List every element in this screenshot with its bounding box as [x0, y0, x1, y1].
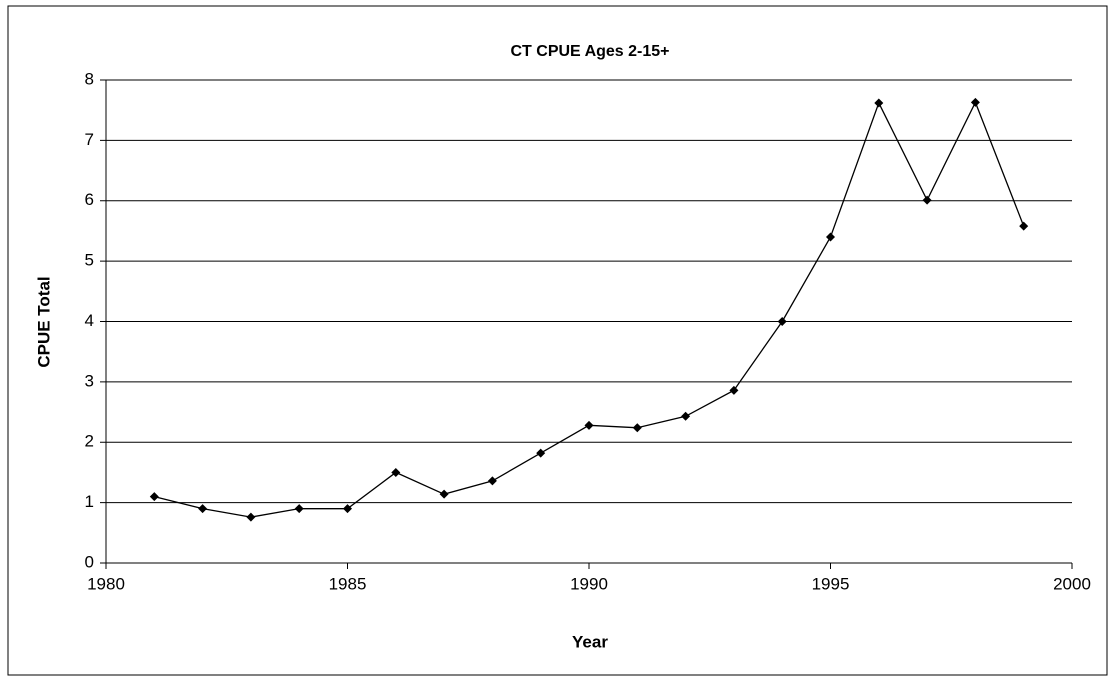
series-line — [154, 100, 1025, 518]
y-tick-label: 5 — [85, 251, 94, 270]
chart-title: CT CPUE Ages 2-15+ — [510, 43, 669, 60]
x-tick-label: 1980 — [87, 574, 125, 593]
y-tick-label: 1 — [85, 492, 94, 511]
data-point — [826, 232, 835, 242]
data-point — [777, 317, 787, 326]
data-point — [487, 476, 497, 486]
y-tick-label: 3 — [85, 371, 94, 390]
data-point — [294, 504, 304, 514]
data-point — [439, 489, 449, 499]
data-point — [922, 195, 932, 205]
y-tick-label: 4 — [85, 311, 94, 330]
data-point — [632, 423, 642, 433]
y-tick-label: 0 — [85, 552, 94, 571]
data-point — [343, 504, 352, 514]
y-tick-label: 2 — [85, 432, 94, 451]
y-tick-label: 7 — [85, 130, 94, 149]
data-point — [970, 97, 980, 107]
y-axis-label: CPUE Total — [34, 276, 53, 367]
y-tick-label: 6 — [85, 190, 94, 209]
data-point — [536, 448, 546, 458]
x-tick-label: 1995 — [812, 574, 850, 593]
data-point — [149, 492, 159, 502]
data-point — [391, 467, 401, 477]
x-tick-label: 1985 — [329, 574, 367, 593]
y-tick-label: 8 — [85, 69, 94, 88]
data-point — [584, 420, 594, 430]
x-tick-label: 2000 — [1053, 574, 1091, 593]
x-tick-label: 1990 — [570, 574, 608, 593]
data-point — [874, 98, 884, 108]
data-point — [1019, 221, 1029, 231]
data-point — [198, 504, 208, 514]
x-axis-label: Year — [572, 632, 608, 651]
data-point — [681, 411, 691, 421]
data-point — [246, 512, 256, 522]
chart-frame — [7, 5, 1108, 676]
data-point — [729, 385, 739, 395]
